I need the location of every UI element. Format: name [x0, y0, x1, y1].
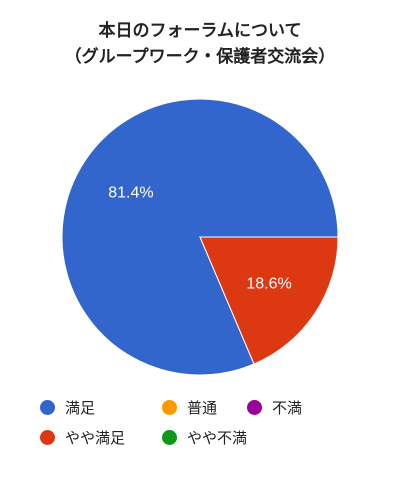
- legend-label-1: 満足: [65, 398, 96, 417]
- slice-value-label-1: 81.4%: [108, 184, 153, 201]
- legend-item-3[interactable]: 普通: [162, 396, 217, 418]
- pie-plot-area: 81.4% 18.6%: [61, 98, 339, 376]
- chart-title-line-1: 本日のフォーラムについて: [98, 21, 302, 41]
- legend-swatch-4: [162, 429, 177, 445]
- chart-title-line-2: （グループワーク・保護者交流会）: [64, 47, 336, 67]
- legend-item-1[interactable]: 満足: [40, 396, 95, 418]
- legend-label-5: 不満: [272, 398, 303, 417]
- slice-value-label-2: 18.6%: [246, 276, 291, 293]
- legend-label-4: やや不満: [187, 428, 248, 447]
- legend-swatch-2: [40, 429, 55, 445]
- legend-swatch-5: [247, 399, 262, 415]
- legend-swatch-3: [162, 399, 177, 415]
- legend-label-2: やや満足: [65, 428, 126, 447]
- legend-label-3: 普通: [187, 398, 218, 417]
- pie-slice-2[interactable]: [199, 236, 339, 365]
- legend-item-4[interactable]: やや不満: [162, 426, 247, 448]
- legend-swatch-1: [40, 399, 55, 415]
- legend-item-2[interactable]: やや満足: [40, 426, 125, 448]
- legend-item-5[interactable]: 不満: [247, 396, 302, 418]
